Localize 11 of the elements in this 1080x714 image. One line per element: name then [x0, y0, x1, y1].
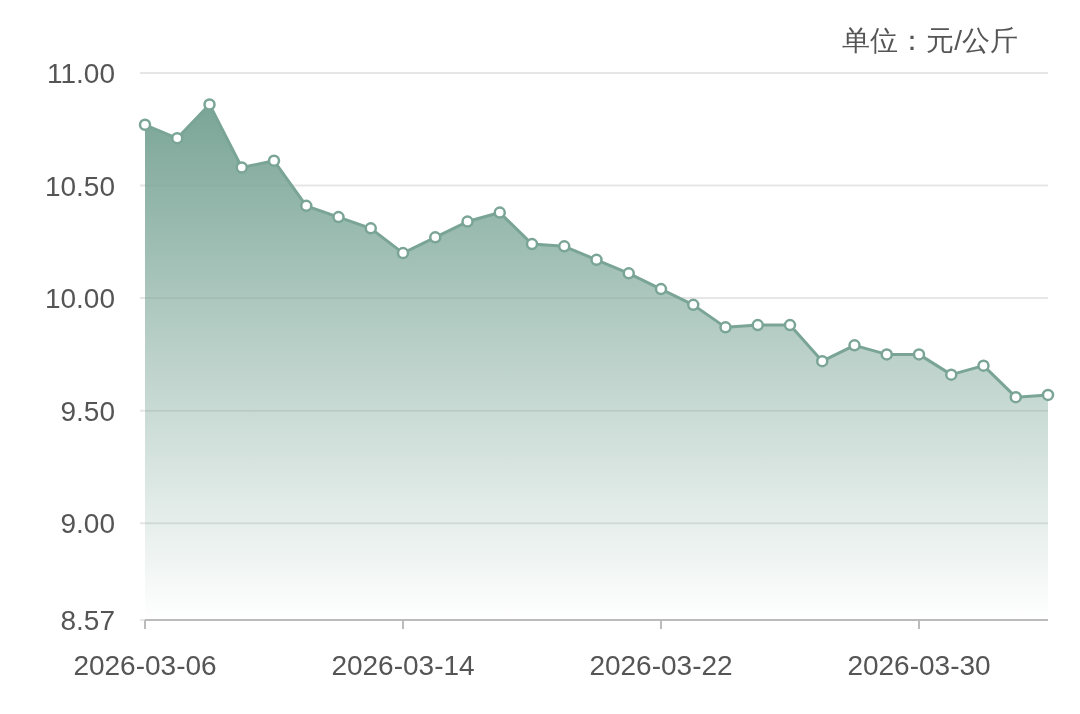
y-tick-label: 10.00	[44, 283, 115, 315]
y-tick-label: 9.50	[60, 395, 115, 427]
x-tick-label: 2026-03-30	[847, 650, 991, 681]
x-tick-label: 2026-03-06	[73, 650, 217, 681]
text: 单位：元/公斤	[842, 25, 1018, 56]
y-tick-label: 11.00	[47, 58, 115, 89]
x-tick-label: 2026-03-22	[589, 650, 733, 681]
x-tick-label: 2026-03-14	[331, 650, 475, 681]
y-tick-label: 9.00	[60, 508, 115, 540]
y-tick-label: 8.57	[60, 605, 115, 636]
y-tick-label: 10.50	[44, 170, 115, 202]
